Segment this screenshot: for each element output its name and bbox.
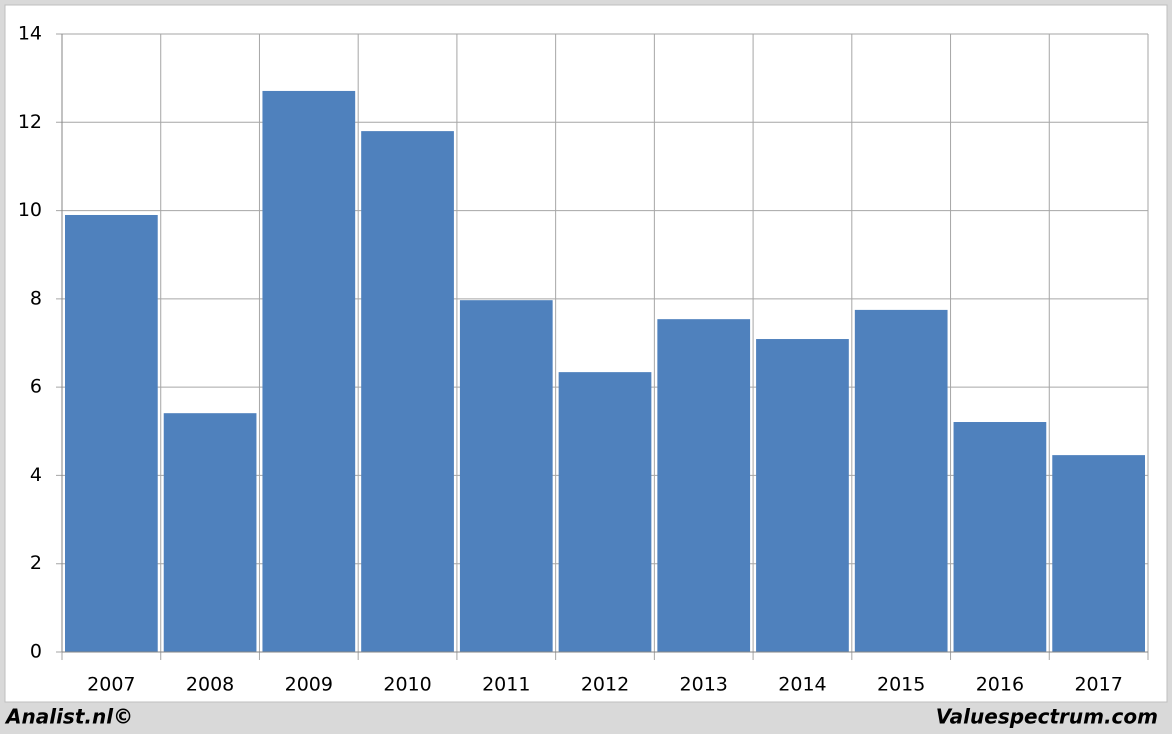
bar bbox=[558, 372, 652, 652]
bar bbox=[756, 339, 849, 652]
bar bbox=[854, 309, 948, 652]
bar bbox=[1052, 455, 1145, 652]
x-tick-label: 2012 bbox=[581, 674, 629, 696]
x-tick-label: 2013 bbox=[680, 674, 728, 696]
x-tick-label: 2014 bbox=[778, 674, 826, 696]
bar bbox=[65, 214, 158, 652]
x-tick-label: 2011 bbox=[482, 674, 530, 696]
x-tick-label: 2016 bbox=[976, 674, 1024, 696]
bar bbox=[953, 422, 1047, 652]
y-tick-label: 6 bbox=[30, 376, 42, 398]
y-tick-label: 2 bbox=[30, 552, 42, 574]
bar bbox=[459, 300, 553, 652]
footer-left: Analist.nl© bbox=[4, 705, 133, 729]
y-tick-label: 12 bbox=[18, 111, 42, 133]
y-tick-label: 0 bbox=[30, 641, 42, 663]
bar bbox=[262, 90, 356, 653]
bar bbox=[361, 131, 454, 653]
bar bbox=[163, 413, 257, 652]
footer-right: Valuespectrum.com bbox=[936, 705, 1158, 729]
y-tick-label: 8 bbox=[30, 287, 42, 309]
x-tick-label: 2015 bbox=[877, 674, 925, 696]
y-tick-label: 4 bbox=[30, 464, 42, 486]
x-tick-label: 2009 bbox=[285, 674, 333, 696]
y-tick-label: 14 bbox=[18, 23, 42, 45]
x-tick-label: 2008 bbox=[186, 674, 234, 696]
y-tick-label: 10 bbox=[18, 199, 42, 221]
x-tick-label: 2010 bbox=[383, 674, 431, 696]
x-tick-label: 2017 bbox=[1074, 674, 1122, 696]
bar bbox=[657, 319, 751, 652]
x-tick-label: 2007 bbox=[87, 674, 135, 696]
